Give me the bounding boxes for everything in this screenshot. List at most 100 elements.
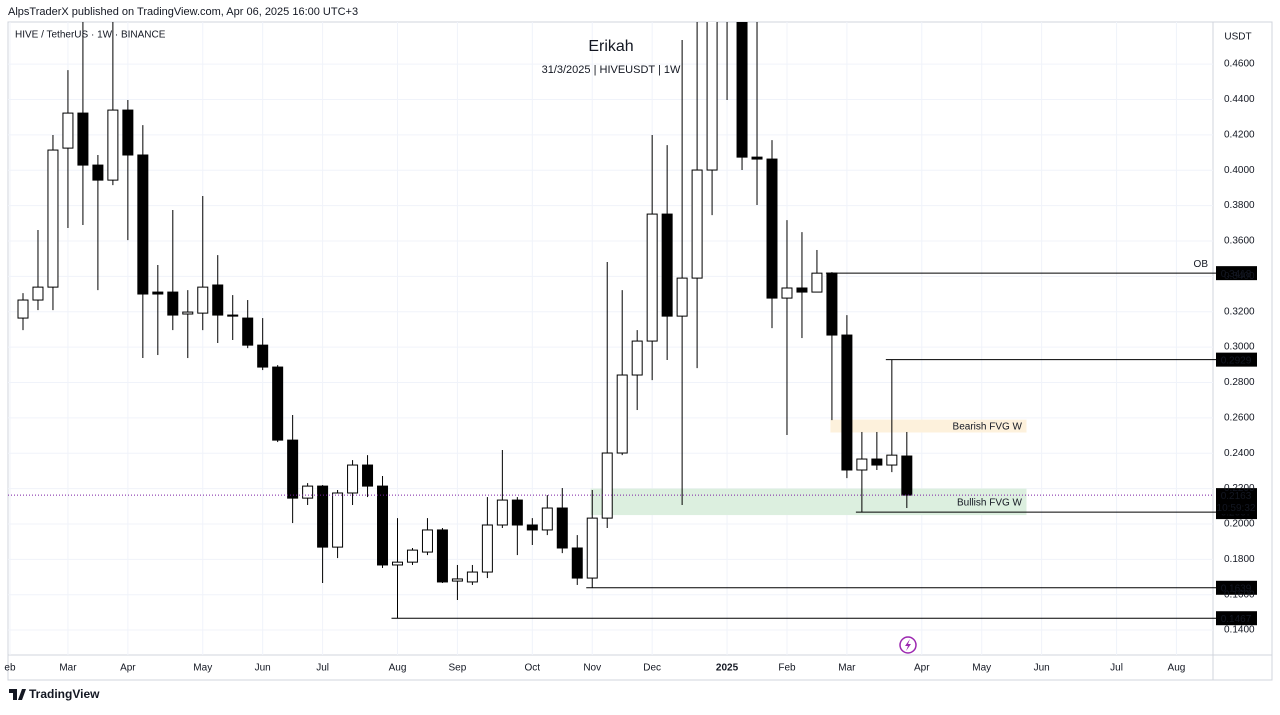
candle-body <box>212 284 224 316</box>
candle-body <box>197 286 209 314</box>
candle-body <box>451 578 463 582</box>
x-tick-label: 2025 <box>716 663 739 674</box>
candle-body <box>272 366 284 441</box>
brand: TradingView <box>29 687 100 701</box>
candle-body <box>571 547 583 579</box>
candle-body <box>646 213 658 342</box>
x-tick-label: Jul <box>1110 663 1123 674</box>
candle-body <box>856 458 868 471</box>
symbol-line: HIVE / TetherUS · 1W · BINANCE <box>15 30 166 41</box>
levels: 0.3418OB0.29290.20670.16390.14670.216310… <box>8 259 1257 626</box>
x-tick-label: Apr <box>120 663 136 674</box>
y-tick-label: 0.4200 <box>1224 129 1255 140</box>
x-tick-label: Sep <box>449 663 467 674</box>
publisher-line: AlpsTraderX published on TradingView.com… <box>8 6 358 18</box>
candle-body <box>511 499 523 526</box>
candle-body <box>47 149 59 288</box>
level-box <box>1216 580 1257 595</box>
level-label: 0.3418 <box>1221 269 1252 280</box>
fvg-zone <box>830 419 1027 433</box>
candle-body <box>392 561 403 566</box>
candles <box>17 22 913 619</box>
x-tick-label: Mar <box>59 663 77 674</box>
y-tick-label: 0.2600 <box>1224 412 1255 423</box>
y-tick-label: 0.3800 <box>1224 200 1255 211</box>
y-tick-label: 0.3400 <box>1224 271 1255 282</box>
candle-body <box>62 112 74 149</box>
candle-body <box>841 334 853 471</box>
candle-body <box>871 458 883 466</box>
x-tick-label: Feb <box>778 663 796 674</box>
level-label: 0.1639 <box>1221 583 1252 594</box>
candle-body <box>556 507 568 549</box>
candle-body <box>17 299 29 319</box>
candle-body <box>661 213 673 317</box>
candle-body <box>137 154 149 295</box>
candle-body <box>691 169 703 279</box>
brand-logo <box>9 689 26 700</box>
candle-body <box>766 158 778 299</box>
candle-body <box>586 517 598 579</box>
x-tick-label: Apr <box>914 663 930 674</box>
candle-body <box>167 291 179 316</box>
fvg-label: Bearish FVG W <box>953 422 1023 433</box>
x-tick-label: Dec <box>643 663 661 674</box>
candle-body <box>601 452 613 519</box>
candle-body <box>496 499 508 526</box>
level-label: 0.2929 <box>1221 355 1252 366</box>
zones: Bearish FVG W Bullish FVG W <box>590 419 1027 516</box>
candle-body <box>466 571 478 583</box>
y-tick-label: 0.4600 <box>1224 59 1255 70</box>
candle-body <box>406 549 418 563</box>
candle-body <box>826 272 838 336</box>
candle-body <box>32 286 44 301</box>
candle-body <box>676 277 688 317</box>
candle-body <box>616 374 628 454</box>
candle-body <box>751 156 763 160</box>
candle-body <box>122 109 134 156</box>
candle-body <box>436 529 448 583</box>
y-tick-label: 0.2000 <box>1224 519 1255 530</box>
x-tick-label: Oct <box>525 663 541 674</box>
x-tick-label: eb <box>4 663 16 674</box>
y-tick-label: 0.2800 <box>1224 377 1255 388</box>
x-tick-label: May <box>193 663 212 674</box>
candle-body <box>886 454 898 466</box>
x-tick-label: Aug <box>1168 663 1186 674</box>
candle-body <box>92 164 104 181</box>
candle-body <box>302 485 314 499</box>
chart-title: Erikah <box>588 38 633 55</box>
chart-subtitle: 31/3/2025 | HIVEUSDT | 1W <box>542 64 681 76</box>
candle-body <box>736 22 748 158</box>
x-tick-label: Aug <box>389 663 407 674</box>
level-label: 0.1467 <box>1221 614 1252 625</box>
x-tick-label: Nov <box>583 663 601 674</box>
y-tick-label: 0.2200 <box>1224 483 1255 494</box>
x-tick-label: Mar <box>838 663 856 674</box>
candle-body <box>526 524 538 531</box>
axes: 0.1400 0.1600 0.1800 0.2000 0.2200 0.2400 0.26… <box>4 59 1255 674</box>
candle-body <box>901 455 913 496</box>
fvg-label: Bullish FVG W <box>957 497 1023 508</box>
candle-body <box>182 311 194 315</box>
candle-body <box>421 529 433 553</box>
fvg-zone <box>590 488 1027 516</box>
y-tick-label: 0.1600 <box>1224 589 1255 600</box>
x-tick-label: May <box>972 663 991 674</box>
candle-body <box>107 109 119 181</box>
candle-body <box>242 317 254 346</box>
candle-body <box>257 344 269 368</box>
candle-body <box>332 492 344 548</box>
y-tick-label: 0.3200 <box>1224 306 1255 317</box>
currency-label: USDT <box>1224 32 1251 43</box>
y-tick-label: 0.3000 <box>1224 342 1255 353</box>
candle-body <box>152 291 164 295</box>
x-tick-label: Jun <box>1034 663 1050 674</box>
frame <box>7 21 1273 681</box>
x-tick-label: Jul <box>316 663 329 674</box>
candle-body <box>377 485 389 566</box>
candle-body <box>796 287 808 293</box>
y-tick-label: 0.4400 <box>1224 94 1255 105</box>
